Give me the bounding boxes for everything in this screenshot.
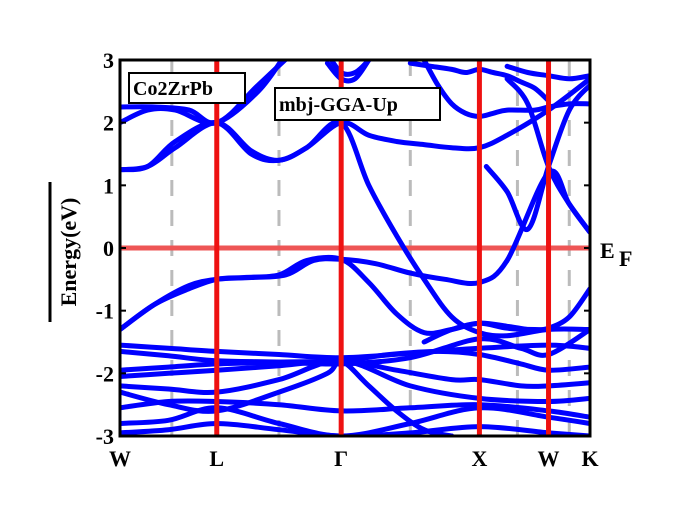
y-tick-label: 2 xyxy=(103,111,114,136)
x-tick-label: K xyxy=(581,446,598,471)
x-tick-label: Γ xyxy=(334,446,348,471)
y-tick-label: -3 xyxy=(96,424,114,449)
band-line xyxy=(120,358,590,389)
band-line xyxy=(120,119,590,339)
band-line xyxy=(120,342,590,361)
band-line xyxy=(120,327,590,367)
y-tick-label: 1 xyxy=(103,173,114,198)
y-axis-title-group: Energy(eV) xyxy=(48,182,81,322)
band-line xyxy=(120,358,455,436)
fermi-label-main: E xyxy=(600,238,615,263)
band-line xyxy=(483,82,590,232)
band-line xyxy=(120,348,590,373)
method-label: mbj-GGA-Up xyxy=(279,94,398,116)
band-line xyxy=(324,60,372,84)
band-line xyxy=(328,60,373,77)
y-axis-title: Energy(eV) xyxy=(56,198,81,307)
material-label-box: Co2ZrPb xyxy=(128,72,246,104)
x-tick-label: W xyxy=(538,446,560,471)
symmetry-lines xyxy=(214,60,552,436)
band-line xyxy=(421,60,590,119)
x-tick-label: W xyxy=(109,446,131,471)
band-line xyxy=(120,76,590,173)
y-tick-label: -2 xyxy=(96,361,114,386)
y-tick-label: -1 xyxy=(96,299,114,324)
band-line xyxy=(120,398,590,420)
band-line xyxy=(407,60,551,104)
fermi-label-sub: F xyxy=(619,246,632,271)
band-line xyxy=(120,60,285,126)
x-tick-label: X xyxy=(471,446,487,471)
band-line xyxy=(120,421,590,436)
fermi-label: E F xyxy=(600,238,632,271)
y-ticks: -3 -2 -1 0 1 2 3 xyxy=(96,48,590,449)
y-tick-label: 3 xyxy=(103,48,114,73)
x-tick-label: L xyxy=(209,446,224,471)
y-tick-label: 0 xyxy=(103,236,114,261)
material-label: Co2ZrPb xyxy=(133,78,213,100)
band-line xyxy=(120,254,590,336)
method-label-box: mbj-GGA-Up xyxy=(274,87,441,121)
